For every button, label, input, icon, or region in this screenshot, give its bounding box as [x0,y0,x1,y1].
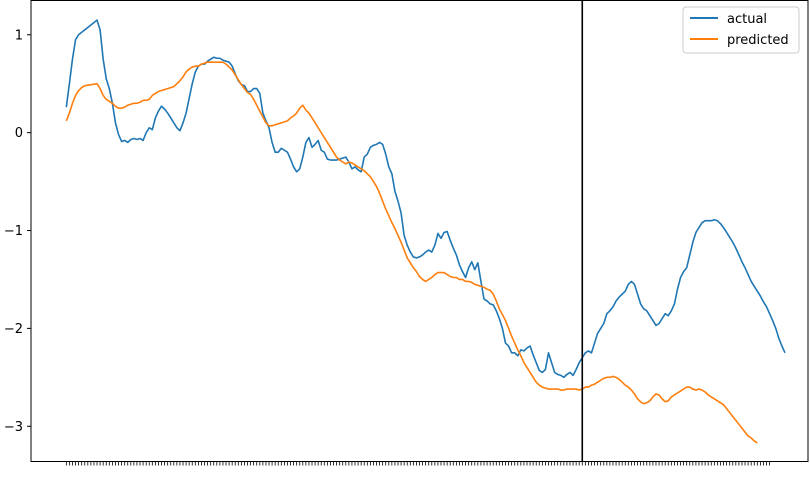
y-tick-label: 0 [15,126,23,141]
x-axis [65,461,771,466]
y-axis: 1 0 −1 −2 −3 [4,28,31,435]
legend-label-predicted: predicted [727,33,789,48]
series-line-predicted [65,61,758,444]
legend: actual predicted [682,6,800,54]
y-tick-label: −3 [4,420,23,435]
series-layer [65,19,786,444]
legend-label-actual: actual [727,12,767,27]
y-tick-label: −1 [4,224,23,239]
y-tick-label: 1 [15,28,23,43]
y-tick-label: −2 [4,322,23,337]
series-line-actual [65,19,786,379]
